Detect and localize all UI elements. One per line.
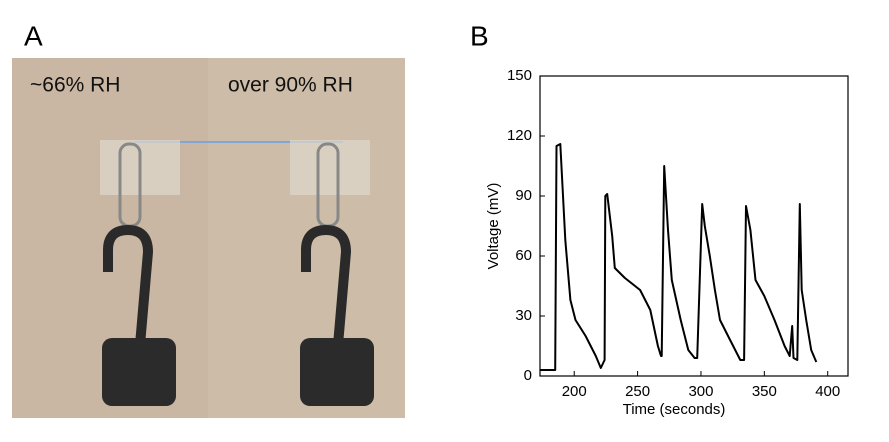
x-tick-label: 200 xyxy=(562,383,587,400)
photo: ~66% RH over 90% RH xyxy=(12,58,405,418)
y-tick-label: 30 xyxy=(515,307,532,324)
y-tick-label: 90 xyxy=(515,187,532,204)
y-tick-label: 60 xyxy=(515,247,532,264)
x-tick-label: 350 xyxy=(752,383,777,400)
hook xyxy=(301,224,352,346)
panel-label: A xyxy=(24,20,43,51)
voltage-line xyxy=(540,143,818,371)
chart: 0 30 60 90 120 150 200 250 300 350 400 Time (second… xyxy=(485,67,849,418)
panel-label: B xyxy=(470,20,489,51)
x-tick-label: 250 xyxy=(625,383,650,400)
x-tick-label: 400 xyxy=(815,383,840,400)
x-tick-label: 300 xyxy=(688,383,713,400)
y-tick-label: 120 xyxy=(507,127,532,144)
hook xyxy=(103,224,154,346)
x-axis-label: Time (seconds) xyxy=(623,401,726,418)
photo-label: over 90% RH xyxy=(228,74,353,97)
y-tick-label: 0 xyxy=(524,367,532,384)
plot-frame xyxy=(539,75,849,377)
weight xyxy=(300,338,374,406)
tape xyxy=(290,140,370,195)
y-axis-label: Voltage (mV) xyxy=(485,183,502,270)
photo-label: ~66% RH xyxy=(30,74,120,97)
weight xyxy=(102,338,176,406)
y-tick-label: 150 xyxy=(507,67,532,84)
